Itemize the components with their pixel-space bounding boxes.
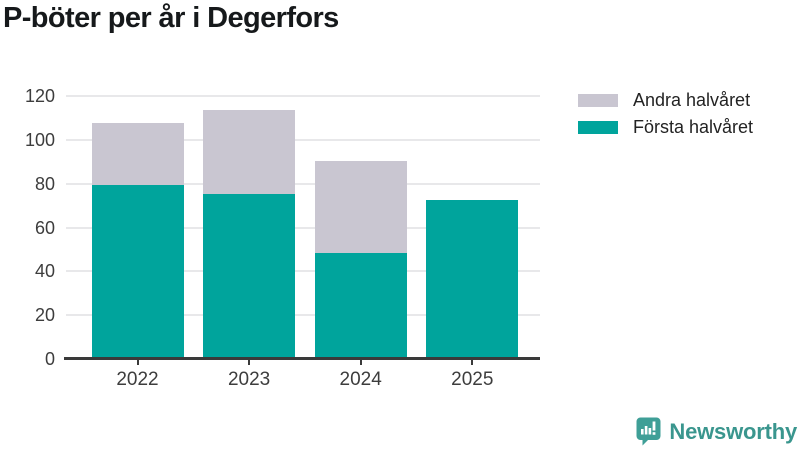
x-axis-label: 2022 xyxy=(116,369,159,390)
x-axis-tick xyxy=(136,360,139,365)
y-axis-label: 0 xyxy=(44,349,55,369)
legend-item-f-rsta-halv-ret[interactable]: Första halvåret xyxy=(578,114,753,141)
chart-title: P-böter per år i Degerfors xyxy=(3,2,339,34)
gridline xyxy=(66,95,540,97)
bar-segment-f-rsta-halv-ret-2024[interactable] xyxy=(314,252,407,358)
newsworthy-logo-text: Newsworthy xyxy=(669,418,797,444)
y-axis-label: 20 xyxy=(34,305,55,326)
bar-chart-plot-area: 0 20 40 60 80 100 120 2022 2023 2024 2025 xyxy=(24,86,540,390)
bar-segment-andra-halv-ret-2023[interactable] xyxy=(203,110,296,194)
bar-segment-andra-halv-ret-2024[interactable] xyxy=(314,160,407,253)
x-axis-label: 2023 xyxy=(227,369,271,390)
legend-swatch xyxy=(578,121,618,134)
x-axis-line xyxy=(64,357,540,360)
y-axis-label: 40 xyxy=(34,261,55,282)
bar-segment-f-rsta-halv-ret-2023[interactable] xyxy=(203,193,296,358)
y-axis-label: 100 xyxy=(24,129,55,150)
x-axis-tick xyxy=(248,360,251,365)
legend: Andra halvåret Första halvåret xyxy=(578,87,753,141)
gridline xyxy=(66,182,540,185)
legend-label: Första halvåret xyxy=(633,117,754,137)
newsworthy-logo: Newsworthy xyxy=(636,417,797,446)
y-axis-label: 120 xyxy=(24,86,55,106)
gridline xyxy=(66,138,540,141)
x-axis-label: 2024 xyxy=(339,369,382,390)
y-axis-label: 60 xyxy=(34,217,55,238)
y-axis-label: 80 xyxy=(34,173,55,194)
bar-segment-f-rsta-halv-ret-2022[interactable] xyxy=(91,184,184,358)
legend-swatch xyxy=(578,94,618,107)
newsworthy-bar-chart-bubble-icon xyxy=(636,417,661,446)
x-axis-tick xyxy=(359,360,362,365)
gridline xyxy=(66,226,540,229)
legend-label: Andra halvåret xyxy=(633,90,751,110)
gridline xyxy=(66,314,540,317)
bar-segment-andra-halv-ret-2022[interactable] xyxy=(91,123,184,185)
bar-segment-f-rsta-halv-ret-2025[interactable] xyxy=(426,200,519,358)
x-axis-label: 2025 xyxy=(451,369,494,390)
x-axis-tick xyxy=(471,360,474,365)
gridline xyxy=(66,270,540,273)
legend-item-andra-halv-ret[interactable]: Andra halvåret xyxy=(578,87,753,114)
